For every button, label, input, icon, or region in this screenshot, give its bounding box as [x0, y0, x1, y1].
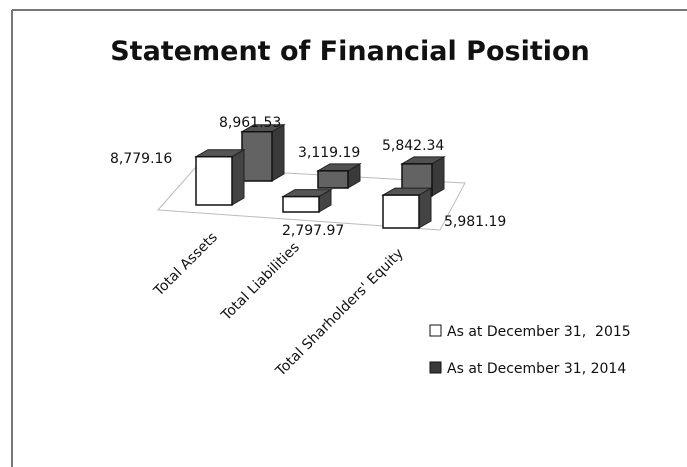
bar-front	[241, 130, 273, 182]
bar	[381, 187, 433, 229]
bar	[281, 188, 333, 213]
legend-swatch	[429, 324, 442, 337]
chart-title: Statement of Financial Position	[110, 36, 590, 67]
floor	[156, 167, 466, 231]
data-label: 5,842.34	[382, 138, 444, 154]
data-label: 5,981.19	[444, 214, 506, 230]
bar-front	[282, 195, 320, 213]
legend-swatch	[429, 361, 442, 374]
bar-side	[231, 148, 245, 206]
bar-front	[317, 170, 349, 189]
bar-side	[271, 123, 285, 182]
bar-front	[195, 155, 233, 206]
bar	[316, 162, 362, 189]
data-label: 8,961.53	[219, 115, 281, 131]
bar	[194, 148, 246, 206]
legend-label: As at December 31, 2014	[447, 361, 626, 377]
bar	[240, 123, 286, 182]
bar-front	[382, 194, 420, 229]
data-label: 8,779.16	[110, 151, 172, 167]
data-label: 2,797.97	[282, 223, 344, 239]
data-label: 3,119.19	[298, 145, 360, 161]
legend-label: As at December 31, 2015	[447, 324, 631, 340]
